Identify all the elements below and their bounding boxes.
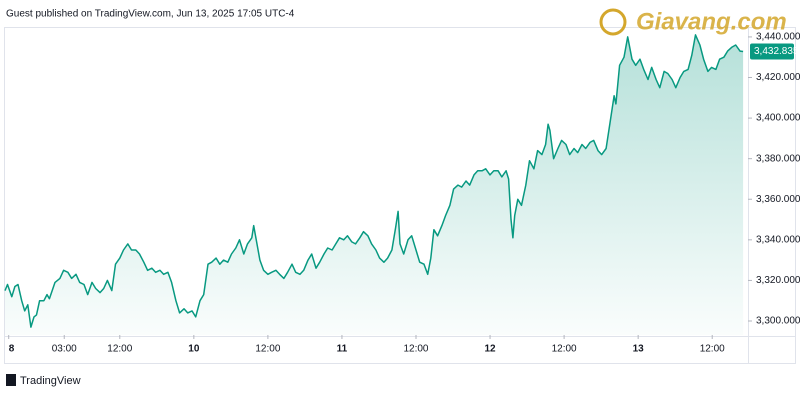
x-tick-label: 13 <box>633 344 645 355</box>
y-tick-label: 3,300.000 <box>756 316 800 327</box>
watermark-logo <box>599 8 627 36</box>
x-tick-label: 03:00 <box>52 344 77 355</box>
x-tick-label: 12:00 <box>107 344 132 355</box>
watermark: Giavang.com <box>636 8 787 35</box>
brand-name: TradingView <box>20 375 81 387</box>
x-tick-label: 10 <box>188 344 200 355</box>
last-price-label: 3,432.835 <box>754 46 799 57</box>
y-tick-label: 3,440.000 <box>756 32 800 43</box>
y-tick-label: 3,400.000 <box>756 113 800 124</box>
y-tick-label: 3,340.000 <box>756 234 800 245</box>
x-tick-label: 12 <box>484 344 496 355</box>
published-note: Guest published on TradingView.com, Jun … <box>6 9 295 20</box>
x-tick-label: 12:00 <box>255 344 280 355</box>
y-tick-label: 3,320.000 <box>756 275 800 286</box>
brand-logo <box>6 374 16 386</box>
x-tick-label: 11 <box>337 344 348 355</box>
area-fill <box>5 34 744 336</box>
price-line <box>4 34 744 328</box>
y-tick-label: 3,380.000 <box>756 153 800 164</box>
x-tick-label: 12:00 <box>700 344 725 355</box>
x-tick-label: 8 <box>9 344 15 355</box>
last-price-tag <box>750 43 794 60</box>
x-tick-label: 12:00 <box>552 344 577 355</box>
y-tick-label: 3,360.000 <box>756 194 800 205</box>
chart-frame <box>4 27 796 364</box>
x-tick-label: 12:00 <box>403 344 428 355</box>
y-tick-label: 3,420.000 <box>756 72 800 83</box>
